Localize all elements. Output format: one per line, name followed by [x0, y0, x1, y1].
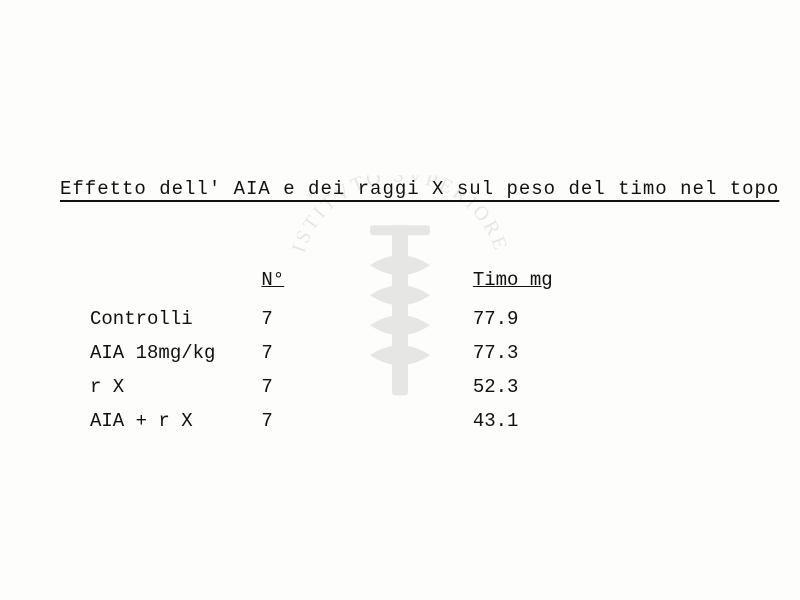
cell-n: 7 [261, 336, 461, 370]
cell-timo: 77.9 [473, 302, 593, 336]
cell-timo: 52.3 [473, 370, 593, 404]
cell-label: r X [90, 370, 250, 404]
table-row: Controlli 7 77.9 [90, 302, 593, 336]
cell-label: AIA 18mg/kg [90, 336, 250, 370]
document-title: Effetto dell' AIA e dei raggi X sul peso… [60, 178, 779, 200]
header-timo: Timo mg [473, 258, 593, 302]
table-row: AIA + r X 7 43.1 [90, 404, 593, 438]
header-n: N° [261, 258, 461, 302]
cell-timo: 43.1 [473, 404, 593, 438]
cell-timo: 77.3 [473, 336, 593, 370]
cell-n: 7 [261, 370, 461, 404]
cell-n: 7 [261, 302, 461, 336]
cell-n: 7 [261, 404, 461, 438]
cell-label: AIA + r X [90, 404, 250, 438]
table-header-row: N° Timo mg [90, 258, 593, 302]
table-row: r X 7 52.3 [90, 370, 593, 404]
table-row: AIA 18mg/kg 7 77.3 [90, 336, 593, 370]
data-table: N° Timo mg Controlli 7 77.9 AIA 18mg/kg … [90, 258, 593, 438]
cell-label: Controlli [90, 302, 250, 336]
